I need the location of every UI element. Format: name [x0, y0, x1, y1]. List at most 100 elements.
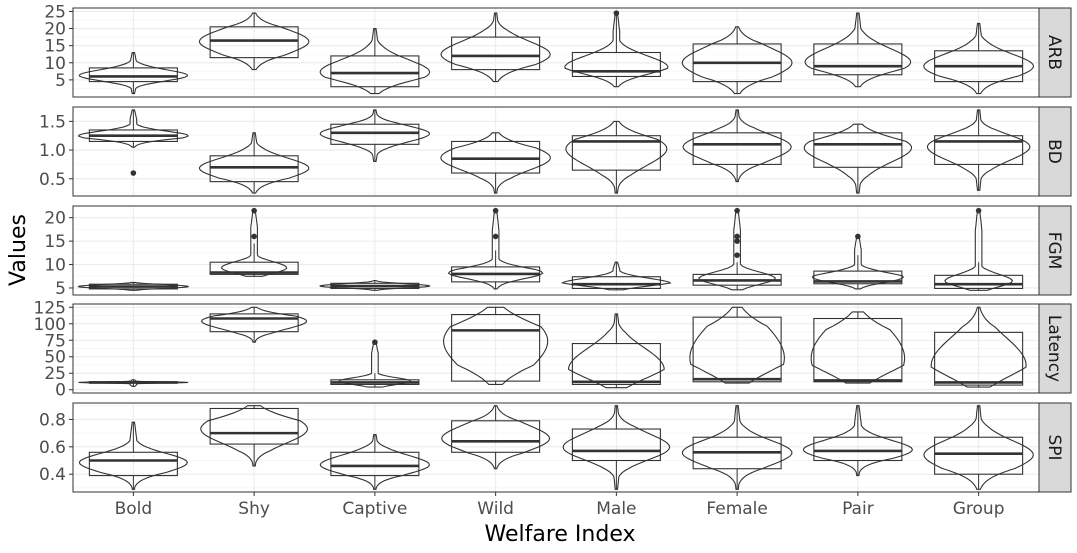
outlier-point [613, 10, 620, 16]
y-tick-label: 15 [44, 37, 66, 57]
box-captive [330, 123, 420, 145]
box-female [692, 132, 782, 165]
box-pair [813, 43, 903, 76]
violin-female [681, 405, 793, 490]
outlier-point [734, 207, 740, 214]
box-bold [88, 451, 178, 477]
x-tick-label-bold: Bold [115, 499, 153, 519]
strip-arb [1038, 7, 1072, 98]
violin-captive [319, 433, 430, 490]
box-female [692, 316, 782, 383]
box-wild [451, 140, 541, 174]
y-tick-label: 25 [44, 2, 66, 22]
box-pair [813, 436, 903, 462]
violin-pair [810, 311, 906, 384]
violin-female [689, 306, 785, 384]
y-tick-label: 1.5 [39, 112, 66, 132]
box-shy [209, 26, 299, 59]
x-tick-label-group: Group [953, 499, 1005, 519]
outlier-point [130, 170, 137, 176]
x-tick-label-male: Male [596, 499, 636, 519]
violin-male [567, 313, 665, 389]
box-wild [451, 313, 541, 382]
violin-wild [440, 12, 551, 83]
y-tick-label: 20 [44, 20, 66, 40]
y-tick-label: 75 [44, 331, 66, 351]
violin-bold [78, 379, 189, 387]
strip-latency [1038, 303, 1072, 394]
violin-group [930, 306, 1027, 388]
box-bold [88, 67, 178, 83]
x-axis-title: Welfare Index [485, 522, 636, 547]
violin-captive [319, 279, 431, 291]
strip-label-spi: SPI [1044, 434, 1064, 460]
box-male [571, 51, 661, 78]
outlier-point [251, 207, 257, 214]
panel-fgm: 5 10 15 20 FGM [44, 205, 1072, 299]
strip-label-bd: BD [1044, 139, 1064, 164]
violin-shy [198, 12, 310, 71]
panel-background [73, 403, 1039, 492]
y-tick-label: 10 [44, 54, 66, 74]
outlier-point [855, 233, 861, 240]
outlier-point [492, 207, 499, 214]
violin-female [682, 109, 792, 183]
strip-label-fgm: FGM [1044, 232, 1064, 270]
box-pair [813, 270, 903, 285]
outlier-point [372, 339, 378, 346]
y-tick-label: 5 [55, 279, 66, 299]
strip-label-latency: Latency [1044, 315, 1064, 382]
panel-spi: 0.4 0.6 0.8 SPI [39, 402, 1072, 493]
box-group [934, 436, 1024, 475]
x-tick-label-female: Female [706, 499, 767, 519]
x-tick-label-shy: Shy [238, 499, 270, 519]
y-tick-label: 0.5 [39, 170, 66, 190]
y-axis-title: Values [6, 214, 31, 286]
strip-spi [1038, 402, 1072, 493]
box-wild [451, 36, 541, 71]
box-pair [813, 317, 903, 383]
panel-background [73, 107, 1039, 196]
box-captive [330, 55, 420, 88]
outlier-point [734, 233, 740, 240]
box-group [934, 135, 1024, 165]
box-male [571, 428, 661, 462]
box-shy [209, 313, 299, 333]
y-tick-label: 125 [34, 298, 66, 318]
violin-male [560, 261, 672, 291]
panel-background [73, 8, 1039, 97]
violin-wild [441, 405, 551, 470]
box-male [571, 276, 661, 289]
panel-bd: 0.5 1.0 1.5 BD [39, 106, 1072, 197]
violin-bold [77, 109, 189, 148]
violin-captive [319, 27, 431, 95]
y-tick-label: 20 [44, 209, 66, 229]
box-shy [209, 155, 299, 183]
outlier-point [492, 233, 499, 240]
box-wild [451, 420, 541, 453]
outlier-point [975, 207, 982, 214]
violin-shy [200, 405, 308, 467]
violin-group [923, 405, 1034, 490]
x-tick-label-captive: Captive [342, 499, 407, 519]
violin-shy [198, 132, 310, 194]
violin-group [923, 22, 1034, 95]
x-tick-label-wild: Wild [477, 499, 514, 519]
outlier-point [734, 252, 740, 258]
y-tick-label: 5 [55, 71, 66, 91]
box-pair [813, 132, 903, 168]
y-tick-label: 15 [44, 232, 66, 252]
violin-pair [803, 123, 913, 194]
box-male [571, 135, 661, 171]
strip-fgm [1038, 205, 1072, 296]
outlier-point [734, 238, 740, 244]
box-male [571, 343, 661, 385]
box-group [934, 331, 1024, 386]
y-tick-label: 10 [44, 256, 66, 276]
y-tick-label: 0.8 [39, 410, 66, 430]
outlier-point [251, 233, 257, 240]
violin-bold [78, 51, 189, 95]
